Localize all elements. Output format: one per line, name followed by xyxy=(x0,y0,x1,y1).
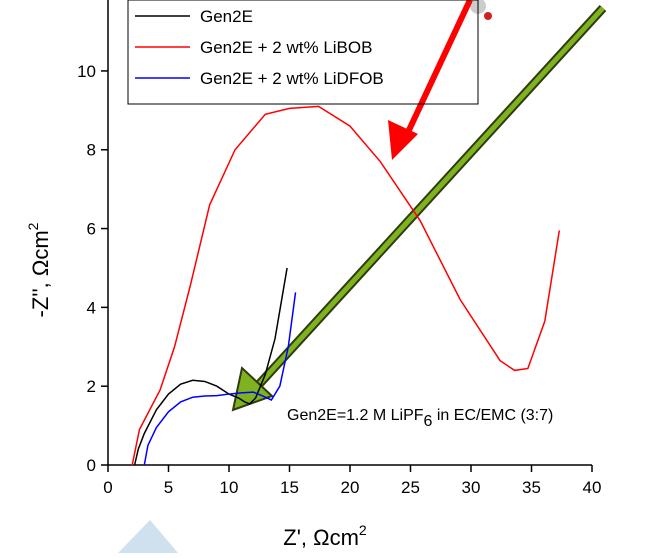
x-tick-label: 30 xyxy=(462,478,481,497)
x-axis-label-text: Z', Ωcm xyxy=(283,525,359,550)
x-axis-label: Z', Ωcm2 xyxy=(283,522,367,550)
y-axis-label-text: -Z'', Ωcm xyxy=(28,230,53,317)
x-tick-label: 0 xyxy=(103,478,112,497)
legend-box xyxy=(127,0,479,105)
y-axis-label: -Z'', Ωcm2 xyxy=(25,222,53,317)
annotation-sub: 6 xyxy=(424,413,433,430)
x-tick-label: 20 xyxy=(341,478,360,497)
green-arrow-head xyxy=(231,366,274,412)
x-tick-label: 5 xyxy=(164,478,173,497)
y-tick-label: 10 xyxy=(77,62,96,81)
red-arrow xyxy=(399,0,473,147)
green-arrow xyxy=(250,6,605,394)
y-tick-label: 6 xyxy=(87,220,96,239)
x-tick-label: 35 xyxy=(522,478,541,497)
annotation-text: in EC/EMC (3:7) xyxy=(432,407,553,424)
data-line xyxy=(143,292,297,466)
x-tick-label: 15 xyxy=(280,478,299,497)
y-tick-label: 0 xyxy=(87,456,96,475)
x-axis-label-sup: 2 xyxy=(359,522,367,538)
annotation-text: Gen2E=1.2 M LiPF xyxy=(287,407,424,424)
data-line xyxy=(133,267,288,466)
y-tick-label: 2 xyxy=(87,377,96,396)
y-tick-label: 8 xyxy=(87,141,96,160)
y-axis-label-sup: 2 xyxy=(25,222,41,230)
x-tick-label: 10 xyxy=(220,478,239,497)
legend-label: Gen2E xyxy=(200,7,253,26)
x-tick-label: 25 xyxy=(401,478,420,497)
annotation: Gen2E=1.2 M LiPF6 in EC/EMC (3:7) xyxy=(287,407,553,430)
red-arrow-head xyxy=(388,120,418,160)
decor xyxy=(484,12,492,20)
decor xyxy=(118,520,178,553)
y-tick-label: 4 xyxy=(87,298,96,317)
data-line xyxy=(131,105,561,466)
x-tick-label: 40 xyxy=(583,478,602,497)
legend-label: Gen2E + 2 wt% LiDFOB xyxy=(200,69,384,88)
legend-label: Gen2E + 2 wt% LiBOB xyxy=(200,38,372,57)
